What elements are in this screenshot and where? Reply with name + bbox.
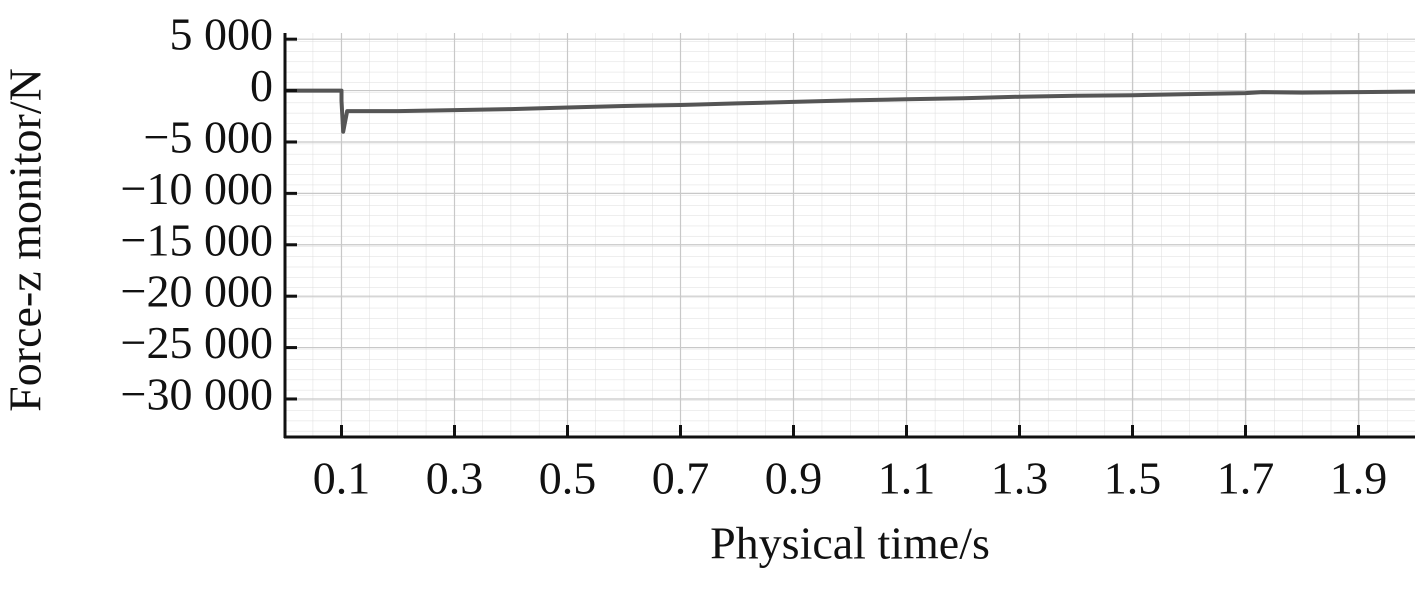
x-tick-label: 0.1 [313,453,371,504]
lines [285,88,1416,134]
x-tick-label: 1.5 [1104,453,1162,504]
y-tick-label: −20 000 [121,266,273,317]
y-tick-label: −25 000 [121,317,273,368]
y-tick-label: −10 000 [121,163,273,214]
x-tick-label: 1.7 [1217,453,1275,504]
x-tick-label: 0.7 [652,453,710,504]
x-axis-label: Physical time/s [710,518,990,569]
x-tick-label: 0.5 [539,453,597,504]
x-tick-label: 0.3 [426,453,484,504]
x-tick-label: 1.9 [1330,453,1388,504]
x-tick-label: 0.9 [765,453,823,504]
x-tick-label: 1.1 [878,453,936,504]
x-tick-label: 1.3 [991,453,1049,504]
y-tick-label: −30 000 [121,369,273,420]
y-tick-label: −5 000 [144,112,273,163]
y-tick-label: −15 000 [121,214,273,265]
data-line [285,88,1416,134]
y-tick-label: 5 000 [170,9,274,60]
y-axis-label: Force-z monitor/N [0,68,51,412]
y-tick-label: 0 [250,60,273,111]
